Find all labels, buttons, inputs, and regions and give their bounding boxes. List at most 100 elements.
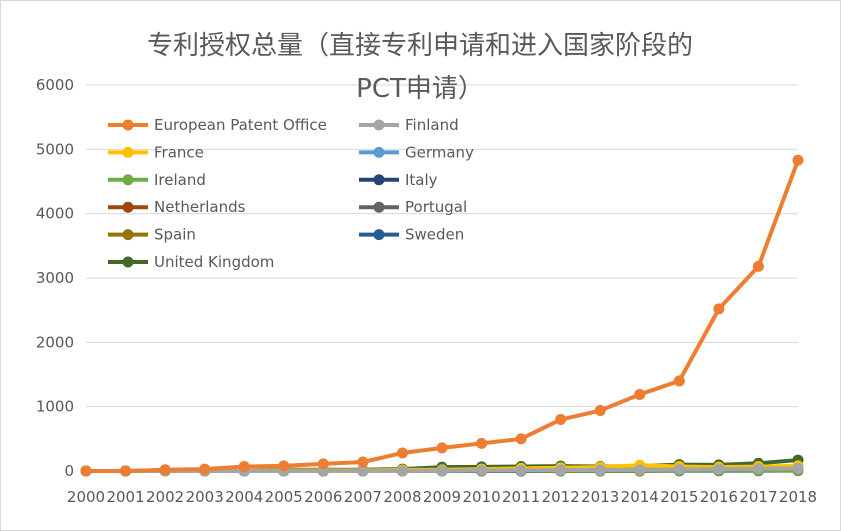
x-tick-label: 2013 (581, 488, 619, 506)
legend-item-netherlands: Netherlands (108, 198, 246, 216)
legend-label: European Patent Office (154, 116, 327, 134)
data-point-european-patent-office (634, 388, 646, 400)
series-lines (80, 154, 804, 477)
data-point-european-patent-office (594, 405, 606, 417)
data-point-finland (357, 465, 369, 477)
data-point-european-patent-office (792, 154, 804, 166)
x-tick-label: 2008 (383, 488, 421, 506)
x-tick-label: 2007 (344, 488, 382, 506)
data-point-european-patent-office (199, 463, 211, 475)
legend-swatch-marker (122, 174, 134, 186)
y-tick-label: 1000 (36, 398, 74, 416)
data-point-finland (436, 465, 448, 477)
x-tick-label: 2010 (462, 488, 500, 506)
x-tick-label: 2014 (621, 488, 659, 506)
y-tick-label: 2000 (36, 333, 74, 351)
data-point-european-patent-office (555, 414, 567, 426)
data-point-finland (634, 464, 646, 476)
data-point-european-patent-office (515, 433, 527, 445)
legend-swatch-marker (373, 201, 385, 213)
x-tick-label: 2018 (779, 488, 817, 506)
data-point-finland (555, 464, 567, 476)
data-point-finland (792, 462, 804, 474)
x-tick-label: 2005 (265, 488, 303, 506)
y-tick-label: 3000 (36, 269, 74, 287)
legend-item-european-patent-office: European Patent Office (108, 116, 327, 134)
y-tick-label: 6000 (36, 76, 74, 94)
legend-label: Spain (154, 226, 196, 244)
legend-label: Ireland (154, 171, 206, 189)
data-point-european-patent-office (673, 375, 685, 387)
data-point-finland (515, 464, 527, 476)
data-point-european-patent-office (713, 303, 725, 315)
legend-swatch-marker (373, 174, 385, 186)
y-tick-label: 0 (64, 462, 74, 480)
chart-title-line-2: PCT申请） (356, 74, 484, 104)
data-point-european-patent-office (396, 447, 408, 459)
data-point-european-patent-office (357, 456, 369, 468)
x-tick-label: 2000 (67, 488, 105, 506)
data-point-european-patent-office (752, 260, 764, 272)
data-point-european-patent-office (436, 442, 448, 454)
y-tick-label: 4000 (36, 205, 74, 223)
x-tick-label: 2006 (304, 488, 342, 506)
x-tick-label: 2009 (423, 488, 461, 506)
data-point-european-patent-office (120, 465, 132, 477)
x-tick-label: 2017 (739, 488, 777, 506)
legend-item-ireland: Ireland (108, 171, 206, 189)
y-tick-label: 5000 (36, 140, 74, 158)
legend-label: Finland (405, 116, 459, 134)
x-tick-label: 2016 (700, 488, 738, 506)
data-point-european-patent-office (476, 437, 488, 449)
legend-item-spain: Spain (108, 226, 196, 244)
legend-item-finland: Finland (359, 116, 459, 134)
legend-item-italy: Italy (359, 171, 438, 189)
data-point-finland (752, 463, 764, 475)
series-european-patent-office (80, 154, 804, 477)
x-tick-label: 2004 (225, 488, 263, 506)
data-point-european-patent-office (159, 464, 171, 476)
legend-swatch-marker (122, 256, 134, 268)
data-point-european-patent-office (238, 460, 250, 472)
legend-label: Germany (405, 143, 474, 161)
legend-label: United Kingdom (154, 253, 274, 271)
legend-item-germany: Germany (359, 143, 474, 161)
legend-label: Portugal (405, 198, 467, 216)
data-point-european-patent-office (317, 458, 329, 470)
data-point-finland (673, 463, 685, 475)
legend-swatch-marker (122, 146, 134, 158)
data-point-finland (396, 465, 408, 477)
data-point-european-patent-office (278, 460, 290, 472)
legend-swatch-marker (373, 119, 385, 131)
x-tick-label: 2015 (660, 488, 698, 506)
legend-item-france: France (108, 143, 204, 161)
legend-swatch-marker (122, 119, 134, 131)
y-axis-tick-labels: 0 1000 2000 3000 4000 5000 6000 (36, 76, 74, 480)
legend-label: Netherlands (154, 198, 246, 216)
chart-title-line-1: 专利授权总量（直接专利申请和进入国家阶段的 (147, 31, 693, 61)
legend: European Patent Office Finland France Germa… (108, 116, 474, 271)
legend-swatch-marker (373, 146, 385, 158)
legend-item-sweden: Sweden (359, 226, 464, 244)
legend-label: Sweden (405, 226, 464, 244)
data-point-finland (476, 464, 488, 476)
x-tick-label: 2002 (146, 488, 184, 506)
data-point-finland (713, 463, 725, 475)
legend-swatch-marker (122, 229, 134, 241)
legend-label: Italy (405, 171, 438, 189)
x-tick-label: 2011 (502, 488, 540, 506)
data-point-european-patent-office (80, 465, 92, 477)
x-tick-label: 2012 (542, 488, 580, 506)
x-tick-label: 2001 (106, 488, 144, 506)
x-tick-label: 2003 (186, 488, 224, 506)
legend-swatch-marker (122, 201, 134, 213)
legend-swatch-marker (373, 229, 385, 241)
data-point-finland (594, 464, 606, 476)
legend-label: France (154, 143, 204, 161)
legend-item-united-kingdom: United Kingdom (108, 253, 274, 271)
legend-item-portugal: Portugal (359, 198, 467, 216)
x-axis-tick-labels: 2000 2001 2002 2003 2004 2005 2006 2007 2008 2009… (67, 488, 817, 506)
